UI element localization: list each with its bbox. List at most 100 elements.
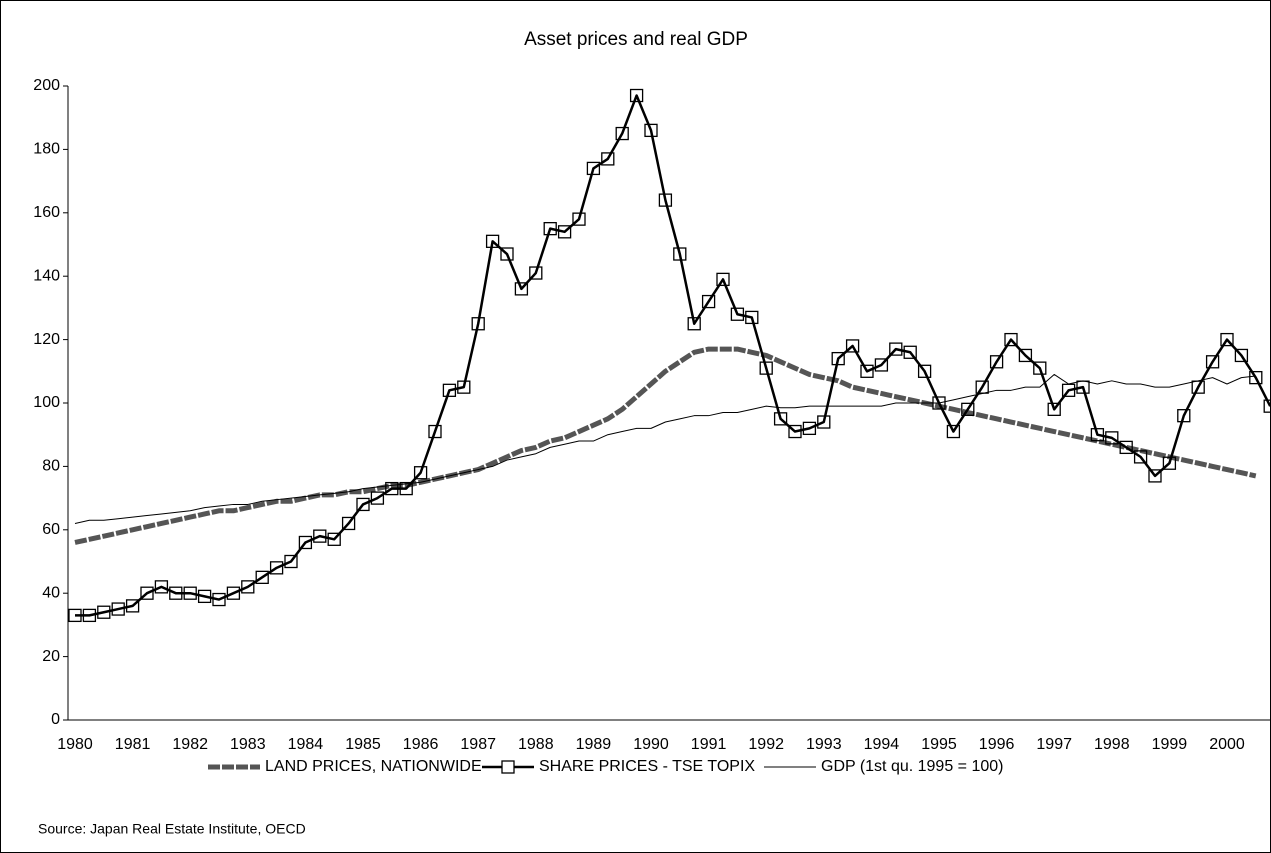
- data-marker: [500, 247, 514, 261]
- data-marker: [730, 307, 745, 321]
- data-marker: [557, 225, 572, 239]
- data-marker: [154, 580, 169, 594]
- data-marker: [1249, 370, 1263, 385]
- data-marker: [226, 586, 241, 600]
- x-tick-label: 1990: [633, 736, 669, 753]
- y-tick-label: 200: [33, 77, 60, 94]
- data-marker: [313, 529, 327, 543]
- data-marker: [989, 355, 1004, 369]
- data-marker: [255, 570, 269, 584]
- data-marker: [586, 161, 601, 176]
- data-marker: [140, 586, 154, 600]
- data-marker: [1263, 399, 1271, 413]
- data-marker: [1205, 355, 1220, 369]
- data-marker: [716, 272, 730, 287]
- x-tick-label: 1991: [691, 736, 727, 753]
- x-tick-label: 1982: [172, 736, 208, 753]
- data-marker: [68, 608, 82, 623]
- data-marker: [125, 599, 140, 613]
- data-marker: [1119, 440, 1133, 455]
- data-marker: [658, 193, 673, 207]
- y-tick-label: 80: [42, 458, 60, 475]
- data-marker: [1162, 456, 1177, 470]
- x-tick-label: 1988: [518, 736, 554, 753]
- data-marker: [601, 152, 615, 166]
- data-marker: [471, 317, 485, 331]
- y-tick-label: 0: [51, 711, 60, 728]
- x-tick-label: 2000: [1209, 736, 1245, 753]
- data-marker: [831, 351, 845, 366]
- data-marker: [97, 605, 111, 619]
- data-marker: [514, 282, 529, 296]
- chart-title: Asset prices and real GDP: [524, 29, 748, 50]
- series-line: [75, 94, 1271, 617]
- data-marker: [197, 589, 212, 604]
- data-marker: [759, 361, 773, 375]
- data-marker: [1148, 469, 1162, 483]
- data-marker: [82, 608, 97, 623]
- x-tick-label: 1989: [576, 736, 612, 753]
- data-marker: [817, 415, 831, 429]
- data-marker: [327, 532, 341, 546]
- data-marker: [356, 497, 370, 512]
- y-tick-label: 40: [42, 584, 60, 601]
- y-tick-label: 100: [33, 394, 60, 411]
- data-marker: [745, 310, 759, 325]
- data-marker: [860, 364, 874, 378]
- data-marker: [903, 345, 917, 359]
- data-marker: [802, 421, 817, 436]
- data-marker: [572, 212, 586, 226]
- x-tick-label: 1986: [403, 736, 439, 753]
- data-marker: [241, 580, 255, 594]
- x-tick-label: 1987: [460, 736, 496, 753]
- legend-label: SHARE PRICES - TSE TOPIX: [539, 758, 755, 775]
- x-tick-label: 1996: [979, 736, 1015, 753]
- data-marker: [341, 516, 356, 531]
- data-marker: [788, 424, 802, 439]
- data-marker: [1004, 332, 1018, 347]
- data-marker: [1090, 428, 1105, 442]
- x-tick-label: 1981: [115, 736, 151, 753]
- y-tick-label: 120: [33, 331, 60, 348]
- data-marker: [370, 491, 385, 505]
- y-tick-label: 160: [33, 204, 60, 221]
- data-marker: [169, 586, 183, 600]
- legend-marker: [501, 760, 515, 774]
- legend-label: LAND PRICES, NATIONWIDE: [265, 758, 482, 775]
- data-marker: [946, 424, 961, 439]
- data-marker: [529, 266, 543, 280]
- data-marker: [701, 294, 716, 309]
- data-marker: [615, 126, 629, 141]
- x-tick-label: 1997: [1036, 736, 1072, 753]
- data-marker: [1018, 348, 1033, 363]
- data-marker: [298, 535, 313, 550]
- data-marker: [673, 247, 687, 261]
- data-marker: [457, 380, 471, 394]
- data-marker: [485, 234, 500, 248]
- data-marker: [399, 481, 413, 496]
- data-marker: [917, 364, 932, 378]
- data-marker: [442, 383, 457, 397]
- data-marker: [874, 358, 889, 372]
- data-marker: [212, 592, 226, 607]
- data-marker: [629, 88, 644, 103]
- y-tick-label: 60: [42, 521, 60, 538]
- data-marker: [413, 466, 428, 480]
- data-marker: [1105, 431, 1119, 445]
- data-marker: [385, 481, 399, 496]
- x-tick-label: 1994: [864, 736, 900, 753]
- x-tick-label: 1992: [748, 736, 784, 753]
- series-line: [74, 346, 1257, 545]
- data-marker: [889, 342, 903, 356]
- y-tick-label: 180: [33, 141, 60, 158]
- x-tick-label: 1993: [806, 736, 842, 753]
- x-tick-label: 1980: [57, 736, 93, 753]
- x-tick-label: 1995: [921, 736, 957, 753]
- data-marker: [845, 339, 860, 353]
- data-marker: [543, 221, 557, 236]
- data-marker: [284, 554, 298, 569]
- y-tick-label: 20: [42, 648, 60, 665]
- data-marker: [183, 586, 197, 600]
- data-marker: [269, 561, 284, 575]
